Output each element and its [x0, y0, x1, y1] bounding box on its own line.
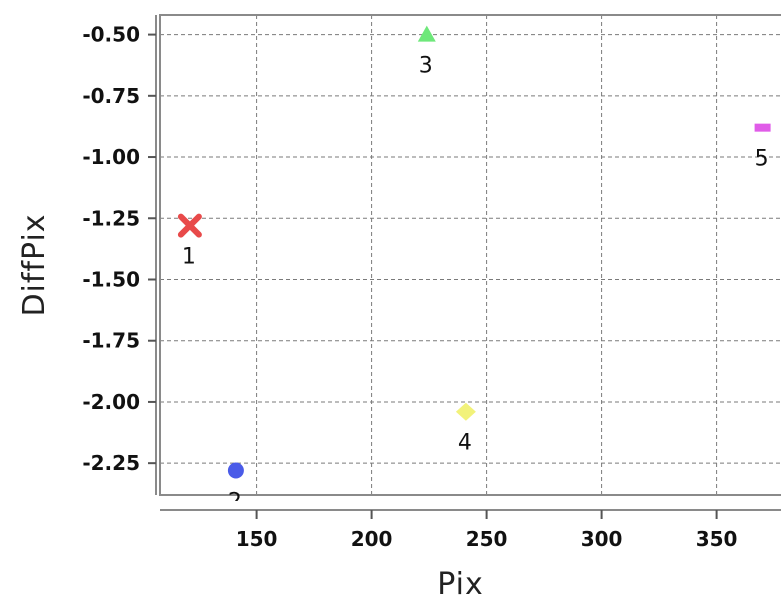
y-axis-title: DiffPix	[17, 213, 52, 316]
x-tick-label: 350	[696, 527, 738, 551]
data-points	[177, 25, 771, 479]
data-point-2	[227, 462, 244, 479]
y-tick-label: -2.00	[82, 390, 140, 414]
data-point-3	[417, 25, 436, 42]
y-tick-label: -1.75	[82, 329, 140, 353]
point-label-2: 2	[228, 490, 242, 515]
plot-frame	[159, 14, 781, 496]
y-tick-label: -0.50	[82, 23, 140, 47]
point-label-3: 3	[419, 54, 433, 79]
axes	[148, 14, 781, 519]
y-tick-label: -1.25	[82, 206, 140, 230]
x-tick-label: 300	[581, 527, 623, 551]
data-point-4	[455, 402, 476, 421]
grid	[160, 15, 781, 495]
point-label-1: 1	[182, 245, 196, 270]
data-point-5	[754, 123, 771, 132]
y-tick-label: -1.00	[82, 145, 140, 169]
x-tick-label: 250	[466, 527, 508, 551]
y-tick-label: -2.25	[82, 451, 140, 475]
tick-labels: -0.50 -0.75 -1.00 -1.25 -1.50 -1.75 -2.00 -2.25…	[82, 23, 737, 551]
point-label-5: 5	[755, 147, 769, 172]
y-tick-label: -1.50	[82, 267, 140, 291]
x-axis-title: Pix	[437, 567, 484, 602]
point-labels: 1 2 3 4 5	[182, 54, 769, 515]
data-point-1	[177, 213, 202, 238]
y-tick-label: -0.75	[82, 84, 140, 108]
x-tick-label: 200	[351, 527, 393, 551]
point-label-4: 4	[458, 431, 472, 456]
x-tick-label: 150	[236, 527, 278, 551]
